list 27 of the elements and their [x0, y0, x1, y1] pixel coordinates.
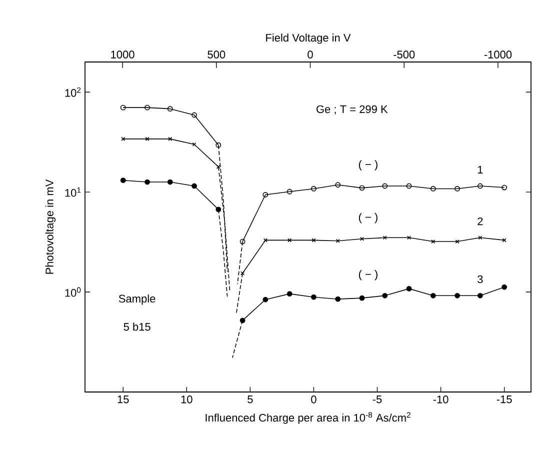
series-label: 1 [478, 166, 483, 174]
annotation: Ge ; T = 299 K [316, 105, 388, 114]
x2-axis-title: Field Voltage in V [266, 34, 351, 44]
x-axis-title: Influenced Charge per area in 10$^{-8}$ As/cm$^{2}$ [206, 412, 410, 424]
x-tick-label: 0 [311, 396, 316, 404]
annotation: ( − ) [358, 212, 378, 224]
x2-tick-label: 500 [208, 50, 226, 58]
y-tick-label: 10$^{1}$ [65, 187, 81, 197]
x-tick-label: -15 [496, 396, 512, 404]
annotation: 5 b15 [124, 322, 150, 331]
series-label: 2 [478, 217, 483, 226]
series-label: 3 [478, 275, 483, 284]
annotation: Sample [118, 294, 156, 305]
annotation: ( − ) [358, 160, 378, 170]
x2-tick-label: -1000 [484, 50, 512, 58]
annotation: ( − ) [358, 270, 378, 280]
y-tick-label: 10$^{0}$ [65, 287, 81, 297]
x2-tick-label: 0 [308, 50, 313, 58]
x2-tick-label: 1000 [111, 50, 134, 58]
x-tick-label: -5 [372, 396, 382, 404]
x-tick-label: -10 [433, 396, 448, 404]
y-tick-label: 10$^{2}$ [65, 87, 81, 97]
x-tick-label: 10 [181, 396, 192, 404]
x-tick-label: 5 [248, 396, 253, 404]
x2-tick-label: -500 [394, 50, 415, 58]
x-tick-label: 15 [118, 396, 129, 404]
y-axis-title: Photovoltage in mV [45, 179, 56, 274]
